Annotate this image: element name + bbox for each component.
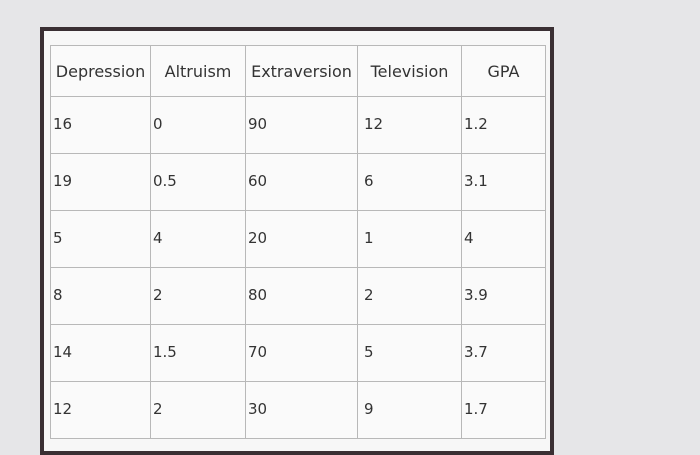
table-row: 16 0 90 12 1.2 (50, 96, 546, 154)
table-cell: 4 (150, 210, 246, 268)
table-cell: 80 (245, 267, 358, 325)
table-row: 8 2 80 2 3.9 (50, 267, 546, 325)
table-cell: 2 (150, 267, 246, 325)
table-cell: 1 (357, 210, 462, 268)
table-cell: 2 (150, 381, 246, 439)
screen-frame: Depression Altruism Extraversion Television… (40, 27, 554, 455)
table-cell: 16 (50, 96, 151, 154)
table-cell: 5 (357, 324, 462, 382)
table-cell: 3.1 (461, 153, 546, 211)
table-cell: 60 (245, 153, 358, 211)
header-row: Depression Altruism Extraversion Television… (50, 45, 546, 97)
table-cell: 19 (50, 153, 151, 211)
table-body: 16 0 90 12 1.2 19 0.5 60 6 3.1 5 4 20 1 4 8 2 80 2 3.9 14 1.5… (50, 96, 546, 439)
table-cell: 3.7 (461, 324, 546, 382)
table-cell: 90 (245, 96, 358, 154)
table-cell: 8 (50, 267, 151, 325)
table-row: 12 2 30 9 1.7 (50, 381, 546, 439)
table-cell: 20 (245, 210, 358, 268)
table-cell: 1.2 (461, 96, 546, 154)
table-cell: 2 (357, 267, 462, 325)
table-cell: 9 (357, 381, 462, 439)
table-cell: 6 (357, 153, 462, 211)
table-cell: 12 (357, 96, 462, 154)
table-cell: 70 (245, 324, 358, 382)
data-table: Depression Altruism Extraversion Television… (50, 45, 546, 439)
header-cell: Extraversion (245, 45, 358, 97)
header-cell: Altruism (150, 45, 246, 97)
header-cell: GPA (461, 45, 546, 97)
table-cell: 14 (50, 324, 151, 382)
table-cell: 0 (150, 96, 246, 154)
header-cell: Depression (50, 45, 151, 97)
header-cell: Television (357, 45, 462, 97)
table-cell: 12 (50, 381, 151, 439)
table-cell: 5 (50, 210, 151, 268)
table-cell: 1.5 (150, 324, 246, 382)
table-cell: 0.5 (150, 153, 246, 211)
table-row: 19 0.5 60 6 3.1 (50, 153, 546, 211)
table-cell: 1.7 (461, 381, 546, 439)
table-row: 14 1.5 70 5 3.7 (50, 324, 546, 382)
table-cell: 30 (245, 381, 358, 439)
table-cell: 3.9 (461, 267, 546, 325)
table-row: 5 4 20 1 4 (50, 210, 546, 268)
table-cell: 4 (461, 210, 546, 268)
